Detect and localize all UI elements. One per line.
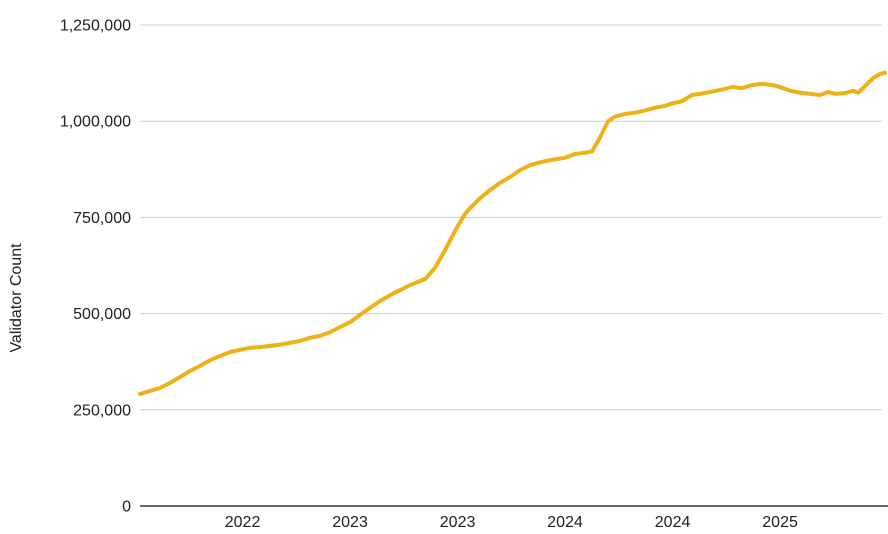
x-tick-label: 2024 xyxy=(547,514,583,531)
x-tick-label: 2022 xyxy=(225,514,261,531)
y-tick-label: 1,000,000 xyxy=(60,114,131,131)
x-tick-label: 2023 xyxy=(332,514,368,531)
x-axis-tick-labels: 2022 2023 2023 2024 2024 2025 xyxy=(225,514,798,531)
y-tick-label: 250,000 xyxy=(73,402,131,419)
validator-count-line xyxy=(138,70,887,396)
y-axis-tick-labels: 0 250,000 500,000 750,000 1,000,000 1,250,000 xyxy=(60,18,131,516)
x-tick-label: 2023 xyxy=(440,514,476,531)
y-tick-label: 750,000 xyxy=(73,210,131,227)
x-tick-label: 2025 xyxy=(762,514,798,531)
gridlines xyxy=(140,24,882,411)
y-tick-label: 500,000 xyxy=(73,306,131,323)
data-series xyxy=(138,70,887,396)
y-tick-label: 1,250,000 xyxy=(60,18,131,35)
y-tick-label: 0 xyxy=(122,499,131,516)
y-axis-title: Validator Count xyxy=(8,243,25,353)
x-tick-label: 2024 xyxy=(655,514,691,531)
